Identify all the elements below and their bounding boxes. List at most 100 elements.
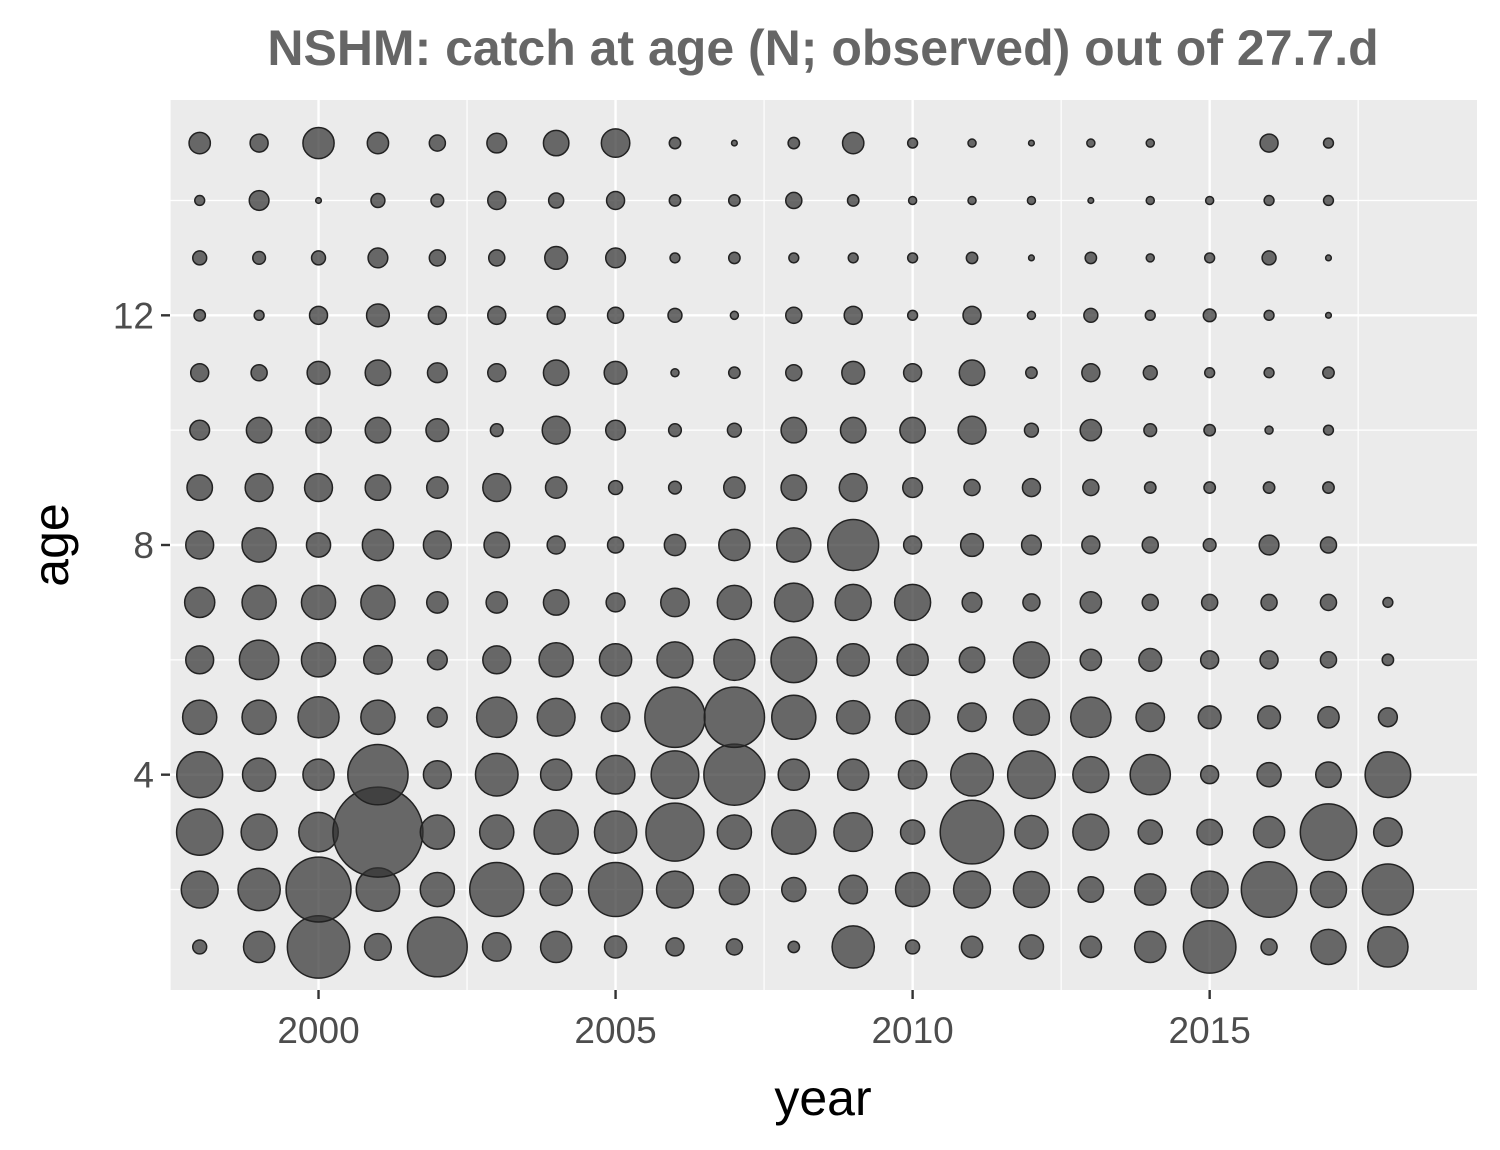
bubble-2005-age-13 <box>604 247 627 269</box>
bubble-2017-age-3 <box>1299 803 1358 862</box>
bubble-2017-age-10 <box>1322 424 1335 436</box>
bubble-2016-age-10 <box>1264 425 1274 435</box>
bubble-2013-age-8 <box>1081 535 1101 555</box>
bubble-2009-age-12 <box>843 305 863 326</box>
bubble-2008-age-1 <box>787 940 801 954</box>
bubble-2008-age-14 <box>784 191 803 210</box>
bubble-1998-age-13 <box>191 250 208 266</box>
x-tick-label: 2005 <box>574 1010 656 1051</box>
bubble-2010-age-2 <box>894 871 931 908</box>
bubble-2002-age-5 <box>426 706 448 728</box>
bubble-2003-age-10 <box>489 423 504 438</box>
bubble-layer <box>175 126 1415 979</box>
bubble-1998-age-14 <box>194 194 206 207</box>
bubble-2009-age-13 <box>847 252 859 264</box>
bubble-2009-age-14 <box>846 194 860 207</box>
bubble-2007-age-2 <box>718 873 751 906</box>
bubble-2009-age-6 <box>836 642 871 677</box>
bubble-2000-age-7 <box>300 584 337 621</box>
bubble-2005-age-4 <box>595 754 636 795</box>
bubble-1999-age-2 <box>237 867 281 912</box>
bubble-2010-age-8 <box>902 535 923 555</box>
bubble-2017-age-1 <box>1310 928 1347 966</box>
bubble-2013-age-4 <box>1072 755 1110 794</box>
bubble-2015-age-8 <box>1202 537 1217 553</box>
bubble-2014-age-10 <box>1143 423 1158 438</box>
bubble-1999-age-4 <box>241 757 277 793</box>
bubble-2014-age-8 <box>1141 536 1160 554</box>
bubble-2000-age-13 <box>310 250 327 266</box>
bubble-2000-age-14 <box>314 196 323 205</box>
bubble-2003-age-14 <box>487 190 507 211</box>
bubble-2013-age-9 <box>1082 478 1100 497</box>
bubble-2001-age-12 <box>365 303 391 328</box>
bubble-2015-age-9 <box>1203 481 1217 495</box>
bubble-2008-age-4 <box>777 758 811 792</box>
bubble-2013-age-7 <box>1079 591 1103 614</box>
bubble-2017-age-15 <box>1322 137 1335 149</box>
bubble-2011-age-5 <box>957 702 988 733</box>
bubble-2004-age-3 <box>533 809 579 855</box>
bubble-2008-age-10 <box>780 416 808 444</box>
bubble-2010-age-15 <box>906 137 919 149</box>
bubble-2009-age-1 <box>831 925 876 969</box>
bubble-2008-age-12 <box>784 306 803 325</box>
y-axis-title: age <box>23 503 79 586</box>
bubble-2015-age-2 <box>1190 870 1229 909</box>
bubble-2013-age-12 <box>1083 307 1099 324</box>
bubble-2010-age-7 <box>893 583 932 622</box>
bubble-2006-age-5 <box>644 686 706 749</box>
bubble-2010-age-12 <box>906 309 919 322</box>
bubble-2001-age-4 <box>347 743 409 806</box>
bubble-2009-age-5 <box>835 699 871 735</box>
bubble-2015-age-11 <box>1203 367 1216 379</box>
bubble-2003-age-9 <box>482 472 512 503</box>
bubble-2006-age-8 <box>663 533 687 557</box>
bubble-2004-age-10 <box>541 415 571 445</box>
bubble-2017-age-4 <box>1314 761 1342 789</box>
bubble-1999-age-5 <box>241 699 277 736</box>
bubble-2004-age-11 <box>542 359 570 387</box>
bubble-2007-age-10 <box>726 422 743 438</box>
bubble-2009-age-10 <box>839 416 867 444</box>
bubble-1998-age-9 <box>186 474 214 502</box>
bubble-2015-age-4 <box>1199 764 1220 785</box>
bubble-2014-age-14 <box>1145 195 1156 206</box>
x-axis-title: year <box>774 1070 871 1126</box>
bubble-2013-age-5 <box>1069 696 1112 739</box>
bubble-2004-age-14 <box>547 192 565 209</box>
bubble-2015-age-13 <box>1203 252 1216 264</box>
bubble-2000-age-2 <box>285 856 352 923</box>
bubble-2011-age-14 <box>967 195 977 206</box>
bubble-2010-age-3 <box>899 819 926 845</box>
bubble-1998-age-8 <box>185 530 215 560</box>
bubble-2016-age-14 <box>1263 194 1275 207</box>
bubble-2016-age-6 <box>1259 650 1279 670</box>
bubble-2016-age-2 <box>1240 861 1298 919</box>
bubble-2017-age-14 <box>1322 194 1335 207</box>
bubble-2012-age-1 <box>1018 934 1045 960</box>
bubble-2004-age-5 <box>536 697 576 737</box>
bubble-2017-age-13 <box>1324 254 1333 262</box>
bubble-2012-age-6 <box>1012 641 1051 679</box>
bubble-2008-age-9 <box>780 474 808 502</box>
bubble-2000-age-12 <box>308 305 329 326</box>
bubble-2010-age-9 <box>902 476 924 499</box>
bubble-2005-age-3 <box>593 810 638 854</box>
bubble-2016-age-4 <box>1256 761 1282 788</box>
bubble-2014-age-15 <box>1145 138 1156 148</box>
bubble-2007-age-14 <box>727 194 741 207</box>
bubble-1999-age-9 <box>244 472 274 503</box>
bubble-1998-age-11 <box>189 362 210 383</box>
bubble-2002-age-9 <box>425 476 449 499</box>
bubble-2005-age-5 <box>600 702 631 733</box>
bubble-2001-age-1 <box>363 932 393 962</box>
bubble-2014-age-3 <box>1137 819 1164 845</box>
bubble-2002-age-10 <box>425 418 450 443</box>
bubble-2003-age-2 <box>469 861 525 918</box>
bubble-2014-age-2 <box>1133 873 1167 906</box>
bubble-2005-age-1 <box>603 935 628 959</box>
bubble-2010-age-11 <box>902 362 923 383</box>
bubble-2006-age-6 <box>656 641 694 679</box>
bubble-2003-age-4 <box>474 752 519 797</box>
